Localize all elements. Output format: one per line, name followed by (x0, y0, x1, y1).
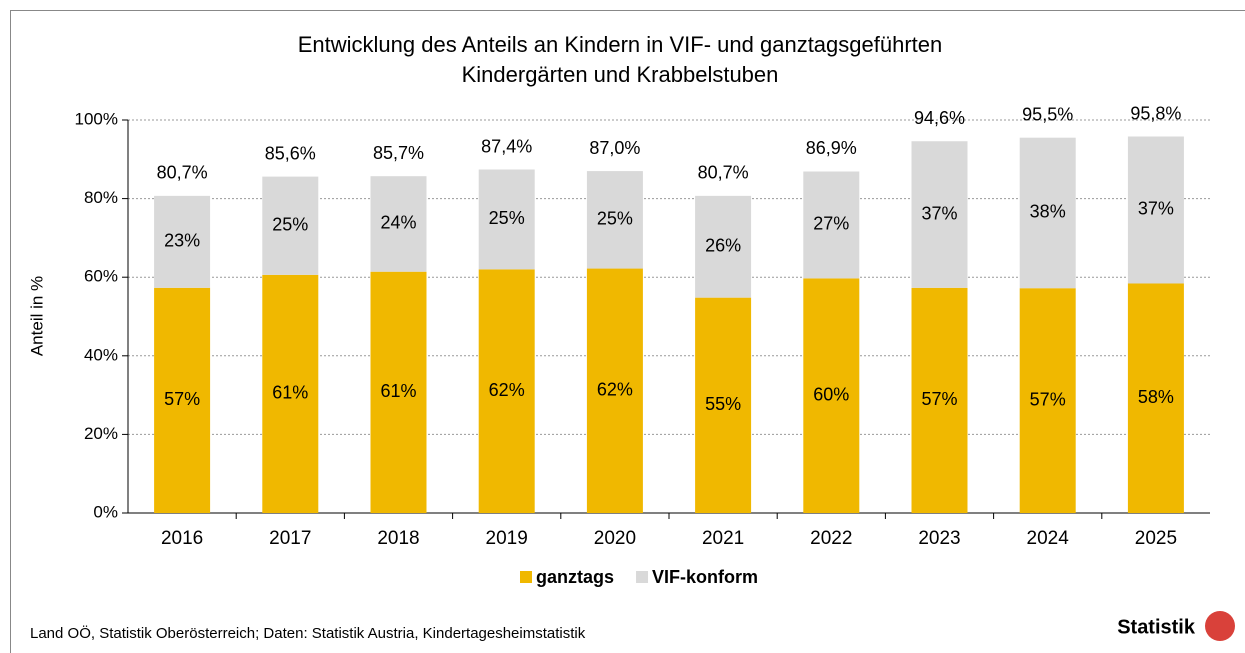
x-tick-label: 2016 (161, 528, 203, 549)
total-label: 85,7% (373, 143, 424, 163)
total-label: 80,7% (698, 163, 749, 183)
bar-segment (911, 287, 968, 513)
bar-segment (1127, 283, 1184, 513)
bar-segment (695, 195, 752, 298)
x-tick-label: 2025 (1135, 528, 1177, 549)
value-label: 25% (272, 214, 308, 234)
bar-segment (478, 169, 535, 270)
bar-segment (1019, 137, 1076, 289)
value-label: 62% (489, 380, 525, 400)
y-tick-label: 60% (84, 267, 118, 286)
x-tick-label: 2019 (486, 528, 528, 549)
x-tick-label: 2020 (594, 528, 636, 549)
chart-title: Entwicklung des Anteils an Kindern in VI… (298, 32, 943, 57)
logo-text: Statistik (1117, 616, 1196, 638)
bar-segment (154, 195, 211, 288)
value-label: 57% (164, 389, 200, 409)
bar-segment (586, 171, 643, 269)
total-label: 87,4% (481, 136, 532, 156)
legend-swatch (636, 571, 649, 583)
legend-label: VIF-konform (652, 567, 758, 587)
value-label: 57% (921, 389, 957, 409)
value-label: 26% (705, 235, 741, 255)
total-label: 86,9% (806, 138, 857, 158)
bar-segment (262, 274, 319, 513)
bar-segment (478, 269, 535, 513)
value-label: 23% (164, 231, 200, 251)
value-label: 61% (272, 383, 308, 403)
value-label: 38% (1030, 202, 1066, 222)
bar-segment (154, 287, 211, 513)
bar-segment (1019, 288, 1076, 513)
x-tick-label: 2022 (810, 528, 852, 549)
bar-segment (370, 176, 427, 272)
y-axis-label: Anteil in % (27, 276, 46, 356)
value-label: 57% (1030, 389, 1066, 409)
bar-segment (370, 271, 427, 513)
x-tick-label: 2024 (1027, 528, 1070, 549)
total-label: 94,6% (914, 108, 965, 128)
value-label: 62% (597, 380, 633, 400)
value-label: 37% (921, 203, 957, 223)
value-label: 58% (1138, 387, 1174, 407)
bar-segment (586, 268, 643, 513)
value-label: 60% (813, 384, 849, 404)
value-label: 25% (597, 209, 633, 229)
value-label: 25% (489, 208, 525, 228)
bar-segment (911, 141, 968, 288)
y-tick-label: 40% (84, 345, 118, 364)
total-label: 85,6% (265, 143, 316, 163)
total-label: 80,7% (157, 163, 208, 183)
total-label: 95,5% (1022, 104, 1073, 124)
y-tick-label: 0% (93, 502, 118, 521)
bar-segment (1127, 136, 1184, 284)
x-tick-label: 2023 (918, 528, 960, 549)
x-tick-label: 2021 (702, 528, 744, 549)
value-label: 61% (380, 381, 416, 401)
legend-label: ganztags (536, 567, 614, 587)
x-tick-label: 2018 (377, 528, 419, 549)
bar-segment (803, 278, 860, 513)
source: Land OÖ, Statistik Oberösterreich; Daten… (30, 624, 586, 642)
value-label: 27% (813, 214, 849, 234)
bar-segment (262, 176, 319, 275)
logo-icon (1205, 611, 1235, 641)
value-label: 24% (380, 213, 416, 233)
chart-subtitle: Kindergärten und Krabbelstuben (462, 62, 779, 87)
value-label: 55% (705, 394, 741, 414)
bar-segment (695, 297, 752, 513)
bar-segment (803, 171, 860, 279)
legend-swatch (520, 571, 532, 583)
total-label: 95,8% (1130, 103, 1181, 123)
x-tick-label: 2017 (269, 528, 311, 549)
y-tick-label: 100% (75, 109, 118, 128)
total-label: 87,0% (589, 138, 640, 158)
y-tick-label: 80% (84, 188, 118, 207)
frame (10, 10, 1245, 653)
y-tick-label: 20% (84, 424, 118, 443)
value-label: 37% (1138, 199, 1174, 219)
